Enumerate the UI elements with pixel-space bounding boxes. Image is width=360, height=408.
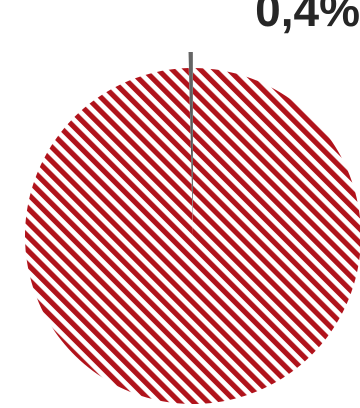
- pie-slice-1: [188, 52, 193, 225]
- pie-slices: [25, 52, 360, 404]
- pie-data-labels: 0,4%: [255, 0, 360, 36]
- pie-slice-0: [25, 68, 360, 404]
- data-label-1: 0,4%: [255, 0, 360, 36]
